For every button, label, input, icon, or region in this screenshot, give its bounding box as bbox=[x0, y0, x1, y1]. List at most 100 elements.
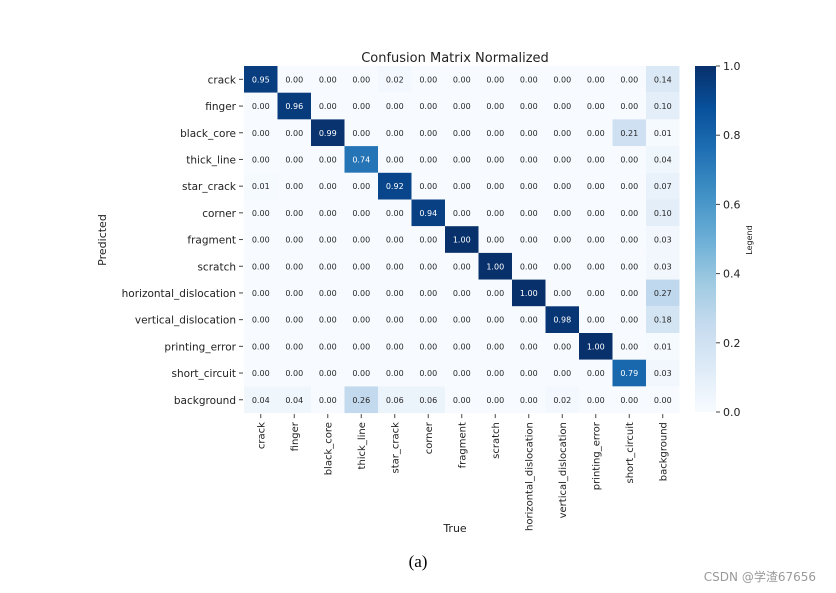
heatmap-cell bbox=[545, 146, 579, 173]
cell-value-label: 0.94 bbox=[419, 209, 437, 218]
cell-value-label: 0.00 bbox=[419, 289, 437, 298]
cell-value-label: 0.00 bbox=[352, 316, 370, 325]
y-tick-labels: crack finger black_core thick_line star_crac… bbox=[122, 74, 243, 407]
heatmap-cell bbox=[545, 279, 579, 307]
cell-value-label: 0.00 bbox=[654, 396, 672, 405]
cell-value-label: 0.00 bbox=[285, 236, 303, 245]
cell-value-label: 0.26 bbox=[352, 396, 370, 405]
heatmap-cell bbox=[478, 199, 512, 227]
cell-value-label: 0.00 bbox=[453, 155, 471, 164]
heatmap-cell bbox=[411, 172, 445, 200]
cell-value-label: 0.00 bbox=[386, 236, 404, 245]
cell-value-label: 0.00 bbox=[587, 182, 605, 191]
cell-value-label: 0.00 bbox=[587, 75, 605, 84]
cell-value-label: 1.00 bbox=[453, 236, 471, 245]
cell-value-label: 0.79 bbox=[620, 369, 638, 378]
cell-value-label: 0.00 bbox=[587, 369, 605, 378]
heatmap-cell bbox=[646, 146, 680, 173]
heatmap-cell bbox=[545, 359, 579, 387]
cell-value-label: 0.00 bbox=[419, 129, 437, 138]
heatmap-cell bbox=[378, 279, 412, 307]
cell-value-label: 0.00 bbox=[285, 155, 303, 164]
cell-value-label: 0.00 bbox=[553, 155, 571, 164]
heatmap-cell bbox=[478, 306, 512, 333]
heatmap-cell bbox=[646, 359, 680, 387]
x-tick-label: black_core bbox=[324, 422, 335, 475]
heatmap-cell bbox=[411, 306, 445, 333]
cell-value-label: 0.00 bbox=[553, 236, 571, 245]
x-tick-label: scratch bbox=[491, 422, 502, 459]
colorbar-tick-label: 0.2 bbox=[723, 337, 741, 350]
x-tick-label: star_crack bbox=[391, 422, 402, 474]
cell-value-label: 0.00 bbox=[620, 209, 638, 218]
cell-value-label: 0.00 bbox=[319, 316, 337, 325]
heatmap-cell bbox=[411, 333, 445, 360]
cell-value-label: 0.96 bbox=[285, 102, 303, 111]
cell-value-label: 0.01 bbox=[654, 342, 672, 351]
heatmap-cell bbox=[378, 172, 412, 200]
cell-value-label: 0.00 bbox=[520, 182, 538, 191]
y-tick-label: corner bbox=[202, 208, 236, 220]
cell-value-label: 0.07 bbox=[654, 182, 672, 191]
y-axis-label: Predicted bbox=[96, 214, 109, 266]
cell-value-label: 0.99 bbox=[319, 129, 337, 138]
cell-value-label: 0.00 bbox=[285, 209, 303, 218]
heatmap-cell bbox=[612, 172, 646, 200]
heatmap-cell bbox=[445, 306, 479, 333]
heatmap-cell bbox=[277, 66, 311, 93]
heatmap-cell bbox=[512, 226, 546, 253]
heatmap-cell bbox=[311, 359, 345, 387]
cell-value-label: 0.00 bbox=[587, 316, 605, 325]
cell-value-label: 0.00 bbox=[285, 316, 303, 325]
cell-value-label: 0.27 bbox=[654, 289, 672, 298]
cell-value-label: 0.00 bbox=[352, 342, 370, 351]
heatmap-cell bbox=[277, 359, 311, 387]
cell-value-label: 0.00 bbox=[419, 155, 437, 164]
heatmap-cell bbox=[478, 172, 512, 200]
cell-value-label: 0.00 bbox=[419, 262, 437, 271]
cell-value-label: 0.00 bbox=[285, 75, 303, 84]
heatmap-cell bbox=[445, 252, 479, 280]
heatmap-cell bbox=[277, 333, 311, 360]
cell-value-label: 1.00 bbox=[587, 342, 605, 351]
heatmap-cell bbox=[445, 199, 479, 227]
colorbar-tick-label: 1.0 bbox=[723, 60, 741, 73]
cell-value-label: 0.00 bbox=[352, 102, 370, 111]
heatmap-cell bbox=[612, 359, 646, 387]
cell-value-label: 0.00 bbox=[319, 342, 337, 351]
heatmap-cell bbox=[244, 252, 278, 280]
colorbar-ticks: 0.0 0.2 0.4 0.6 0.8 1.0 bbox=[716, 60, 741, 419]
x-tick-label: vertical_dislocation bbox=[558, 422, 569, 518]
heatmap-cell bbox=[311, 226, 345, 253]
cell-value-label: 0.00 bbox=[352, 236, 370, 245]
x-tick-label: horizontal_dislocation bbox=[525, 422, 536, 531]
cell-value-label: 0.00 bbox=[285, 262, 303, 271]
heatmap-cell bbox=[277, 119, 311, 147]
cell-value-label: 0.00 bbox=[486, 369, 504, 378]
cell-value-label: 0.00 bbox=[319, 155, 337, 164]
cell-value-label: 0.00 bbox=[453, 316, 471, 325]
heatmap-cell bbox=[646, 386, 680, 414]
heatmap-cell bbox=[478, 386, 512, 414]
cell-value-label: 0.00 bbox=[486, 342, 504, 351]
heatmap-cell bbox=[311, 199, 345, 227]
cell-value-label: 0.00 bbox=[553, 262, 571, 271]
cell-value-label: 0.00 bbox=[252, 102, 270, 111]
cell-value-label: 0.00 bbox=[352, 75, 370, 84]
heatmap-cell bbox=[445, 386, 479, 414]
watermark: CSDN @学渣67656 bbox=[703, 570, 816, 584]
cell-value-label: 0.00 bbox=[453, 342, 471, 351]
cell-value-label: 0.00 bbox=[620, 262, 638, 271]
heatmap-cell bbox=[646, 66, 680, 93]
heatmap-cell bbox=[344, 359, 378, 387]
heatmap-cell bbox=[545, 66, 579, 93]
heatmap-cell bbox=[646, 306, 680, 333]
y-tick-label: short_circuit bbox=[172, 368, 236, 380]
heatmap-cell bbox=[344, 386, 378, 414]
colorbar-tick-label: 0.0 bbox=[723, 406, 741, 419]
heatmap-cell bbox=[579, 306, 613, 333]
heatmap-cell bbox=[277, 386, 311, 414]
cell-value-label: 0.00 bbox=[520, 209, 538, 218]
heatmap-cell bbox=[478, 146, 512, 173]
heatmap-cell bbox=[344, 279, 378, 307]
